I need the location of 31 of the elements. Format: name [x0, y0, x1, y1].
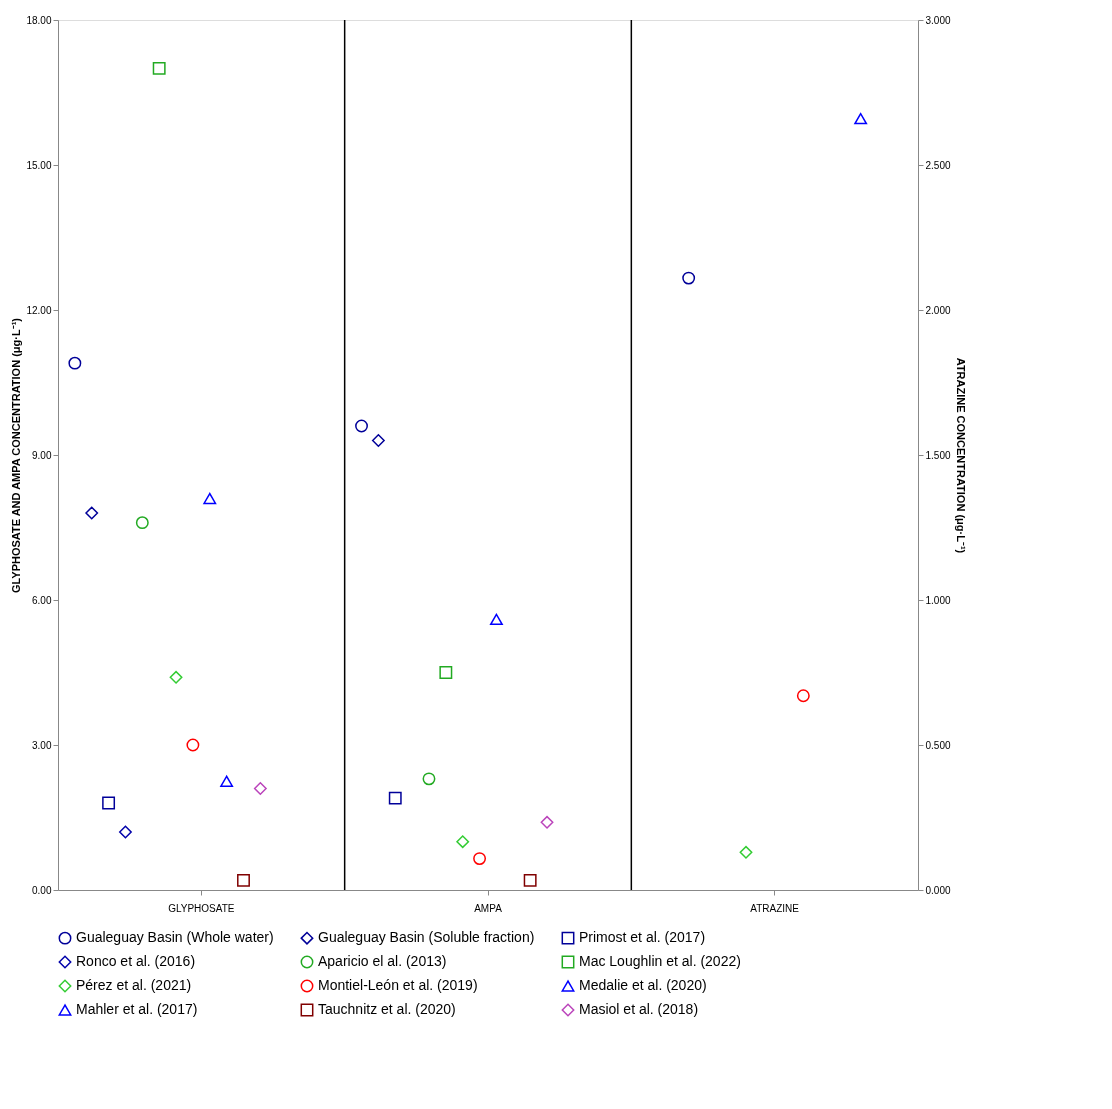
legend-label: Aparicio el al. (2013) — [318, 953, 447, 969]
y2-tick-label: 2.500 — [925, 159, 951, 171]
legend-label: Mahler et al. (2017) — [76, 1001, 198, 1017]
legend-label: Gualeguay Basin (Whole water) — [76, 929, 274, 946]
y-tick-label: 9.00 — [32, 449, 52, 461]
y-tick-label: 15.00 — [26, 159, 52, 171]
y-tick-label: 0.00 — [32, 884, 52, 896]
y2-tick-label: 3.000 — [925, 14, 951, 26]
legend-label: Masiol et al. (2018) — [579, 1001, 699, 1017]
y2-axis-title: ATRAZINE CONCENTRATION (μg·L⁻¹) — [954, 357, 967, 554]
y-tick-label: 6.00 — [32, 594, 52, 606]
legend-label: Ronco et al. (2016) — [76, 953, 196, 969]
y-tick-label: 18.00 — [26, 14, 52, 26]
y-axis-title: GLYPHOSATE AND AMPA CONCENTRATION (μg·L⁻¹) — [10, 317, 23, 593]
y2-tick-label: 2.000 — [925, 304, 951, 316]
y2-tick-label: 1.500 — [925, 449, 951, 461]
x-tick-label: AMPA — [474, 902, 503, 914]
legend-label: Tauchnitz et al. (2020) — [318, 1001, 456, 1017]
legend-label: Primost et al. (2017) — [579, 929, 706, 946]
y-tick-label: 12.00 — [26, 304, 52, 316]
x-tick-label: ATRAZINE — [750, 902, 800, 914]
y2-tick-label: 1.000 — [925, 594, 951, 606]
legend-label: Montiel-León et al. (2019) — [318, 977, 478, 993]
legend-label: Mac Loughlin et al. (2022) — [579, 953, 741, 969]
y2-tick-label: 0.000 — [925, 884, 951, 896]
legend-label: Medalie et al. (2020) — [579, 977, 707, 993]
y2-tick-label: 0.500 — [925, 739, 951, 751]
x-tick-label: GLYPHOSATE — [168, 902, 235, 914]
legend-label: Gualeguay Basin (Soluble fraction) — [318, 929, 535, 946]
legend-label: Pérez et al. (2021) — [76, 977, 192, 993]
y-tick-label: 3.00 — [32, 739, 52, 751]
